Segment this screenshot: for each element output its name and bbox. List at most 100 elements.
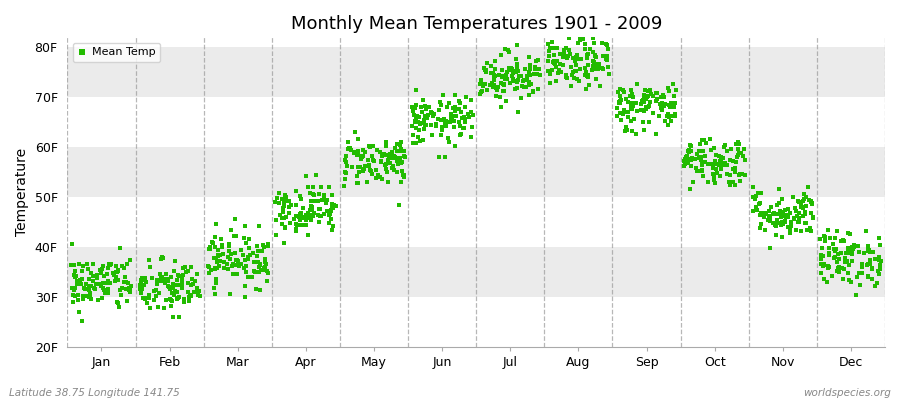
Mean Temp [738, 157, 752, 163]
Mean Temp [202, 246, 216, 252]
Mean Temp [788, 215, 802, 222]
Mean Temp [389, 155, 403, 162]
Mean Temp [694, 168, 708, 174]
Mean Temp [746, 207, 760, 214]
Mean Temp [82, 294, 96, 300]
Mean Temp [708, 152, 723, 158]
Mean Temp [505, 73, 519, 79]
Mean Temp [619, 109, 634, 115]
Mean Temp [783, 210, 797, 216]
Mean Temp [214, 236, 229, 242]
Mean Temp [573, 36, 588, 43]
Mean Temp [306, 191, 320, 197]
Mean Temp [715, 161, 729, 168]
Mean Temp [326, 223, 340, 230]
Mean Temp [826, 241, 841, 247]
Mean Temp [613, 85, 627, 92]
Mean Temp [413, 138, 428, 144]
Mean Temp [773, 220, 788, 226]
Mean Temp [312, 219, 327, 226]
Mean Temp [497, 81, 511, 87]
Mean Temp [338, 169, 353, 176]
Mean Temp [653, 101, 668, 107]
Mean Temp [614, 97, 628, 104]
Mean Temp [86, 277, 100, 284]
Mean Temp [148, 287, 163, 294]
Mean Temp [68, 262, 82, 268]
Mean Temp [410, 119, 425, 125]
Mean Temp [438, 118, 453, 124]
Mean Temp [208, 234, 222, 240]
Mean Temp [595, 40, 609, 46]
Mean Temp [683, 186, 698, 192]
Mean Temp [708, 166, 723, 172]
Mean Temp [761, 214, 776, 220]
Mean Temp [655, 100, 670, 107]
Mean Temp [678, 161, 692, 168]
Mean Temp [495, 73, 509, 80]
Mean Temp [544, 67, 559, 74]
Mean Temp [221, 242, 236, 249]
Mean Temp [251, 258, 266, 265]
Mean Temp [474, 81, 489, 87]
Mean Temp [419, 115, 434, 121]
Mean Temp [184, 276, 199, 282]
Mean Temp [729, 154, 743, 160]
Mean Temp [111, 299, 125, 305]
Mean Temp [247, 250, 261, 256]
Mean Temp [491, 72, 506, 78]
Mean Temp [821, 226, 835, 233]
Mean Temp [570, 52, 584, 58]
Mean Temp [149, 277, 164, 284]
Mean Temp [397, 174, 411, 180]
Mean Temp [751, 190, 765, 196]
Mean Temp [815, 263, 830, 269]
Mean Temp [586, 58, 600, 64]
Mean Temp [201, 263, 215, 269]
Mean Temp [695, 168, 709, 174]
Mean Temp [714, 158, 728, 164]
Mean Temp [283, 204, 297, 210]
Mean Temp [211, 247, 225, 253]
Mean Temp [440, 104, 454, 110]
Mean Temp [170, 277, 184, 283]
Mean Temp [778, 214, 793, 220]
Mean Temp [556, 62, 571, 69]
Mean Temp [164, 297, 178, 303]
Mean Temp [435, 124, 449, 130]
Mean Temp [787, 214, 801, 221]
Mean Temp [726, 158, 741, 165]
Mean Temp [569, 62, 583, 68]
Mean Temp [806, 214, 821, 220]
Mean Temp [453, 100, 467, 107]
Mean Temp [780, 213, 795, 219]
Mean Temp [325, 203, 339, 209]
Mean Temp [857, 250, 871, 256]
Mean Temp [67, 287, 81, 293]
Mean Temp [630, 81, 644, 87]
Mean Temp [310, 212, 325, 218]
Mean Temp [655, 91, 670, 98]
Mean Temp [716, 144, 731, 150]
Mean Temp [779, 213, 794, 220]
Mean Temp [580, 52, 594, 58]
Mean Temp [249, 253, 264, 259]
Mean Temp [133, 282, 148, 288]
Mean Temp [576, 36, 590, 42]
Mean Temp [75, 268, 89, 274]
Mean Temp [216, 251, 230, 258]
Mean Temp [84, 270, 98, 276]
Mean Temp [236, 252, 250, 259]
Mean Temp [749, 204, 763, 210]
Mean Temp [292, 217, 307, 224]
Mean Temp [816, 253, 831, 260]
Mean Temp [512, 72, 526, 79]
Mean Temp [720, 171, 734, 177]
Mean Temp [104, 261, 119, 267]
Mean Temp [230, 257, 245, 263]
Mean Temp [522, 54, 536, 60]
Mean Temp [259, 267, 274, 274]
Mean Temp [492, 94, 507, 100]
Mean Temp [408, 105, 422, 112]
Mean Temp [559, 74, 573, 80]
